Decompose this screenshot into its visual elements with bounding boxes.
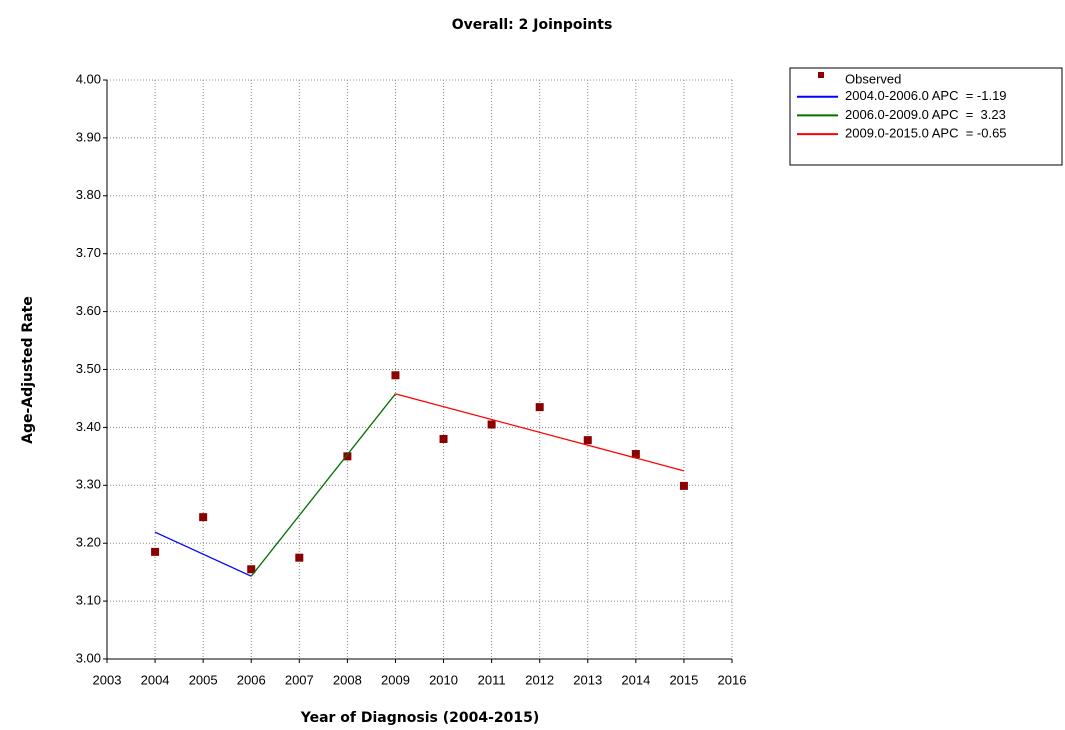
data-point <box>487 420 496 429</box>
trend-line <box>395 393 685 472</box>
y-tick-label: 3.20 <box>76 535 101 550</box>
y-tick-label: 3.30 <box>76 477 101 492</box>
x-tick-label: 2009 <box>381 672 410 687</box>
legend-marker <box>818 72 824 78</box>
legend-label: 2004.0-2006.0 APC = -1.19 <box>845 88 1007 103</box>
data-point <box>535 403 544 412</box>
data-point <box>199 513 208 522</box>
data-point <box>391 371 400 380</box>
trend-line <box>250 393 396 577</box>
chart-title: Overall: 2 Joinpoints <box>452 17 613 33</box>
data-point <box>151 547 160 556</box>
data-point <box>679 481 688 490</box>
data-point <box>343 452 352 461</box>
legend-label: 2009.0-2015.0 APC = -0.65 <box>845 126 1007 141</box>
x-tick-label: 2015 <box>669 672 698 687</box>
trend-line <box>154 531 252 577</box>
x-tick-label: 2003 <box>93 672 122 687</box>
x-tick-label: 2008 <box>333 672 362 687</box>
y-tick-label: 3.40 <box>76 419 101 434</box>
x-axis-label: Year of Diagnosis (2004-2015) <box>300 710 540 726</box>
x-tick-label: 2012 <box>525 672 554 687</box>
x-tick-label: 2011 <box>478 672 506 687</box>
y-tick-label: 4.00 <box>76 71 101 86</box>
data-point <box>583 436 592 445</box>
data-point <box>295 553 304 562</box>
x-tick-label: 2014 <box>621 672 650 687</box>
y-tick-label: 3.00 <box>76 650 101 665</box>
y-tick-label: 3.10 <box>76 593 101 608</box>
y-tick-label: 3.90 <box>76 129 101 144</box>
x-tick-label: 2010 <box>429 672 458 687</box>
legend-label: 2006.0-2009.0 APC = 3.23 <box>845 107 1006 122</box>
x-tick-label: 2005 <box>189 672 218 687</box>
y-axis-label: Age-Adjusted Rate <box>20 296 36 444</box>
data-point <box>247 565 256 574</box>
y-tick-label: 3.70 <box>76 245 101 260</box>
x-tick-label: 2016 <box>718 672 747 687</box>
x-tick-label: 2013 <box>573 672 602 687</box>
x-tick-label: 2007 <box>285 672 314 687</box>
y-tick-label: 3.60 <box>76 303 101 318</box>
y-tick-label: 3.50 <box>76 361 101 376</box>
x-tick-label: 2006 <box>237 672 266 687</box>
legend-label: Observed <box>845 71 901 86</box>
data-point <box>439 434 448 443</box>
legend-box <box>789 67 1063 166</box>
y-tick-label: 3.80 <box>76 187 101 202</box>
x-tick-label: 2004 <box>141 672 170 687</box>
data-point <box>631 450 640 459</box>
